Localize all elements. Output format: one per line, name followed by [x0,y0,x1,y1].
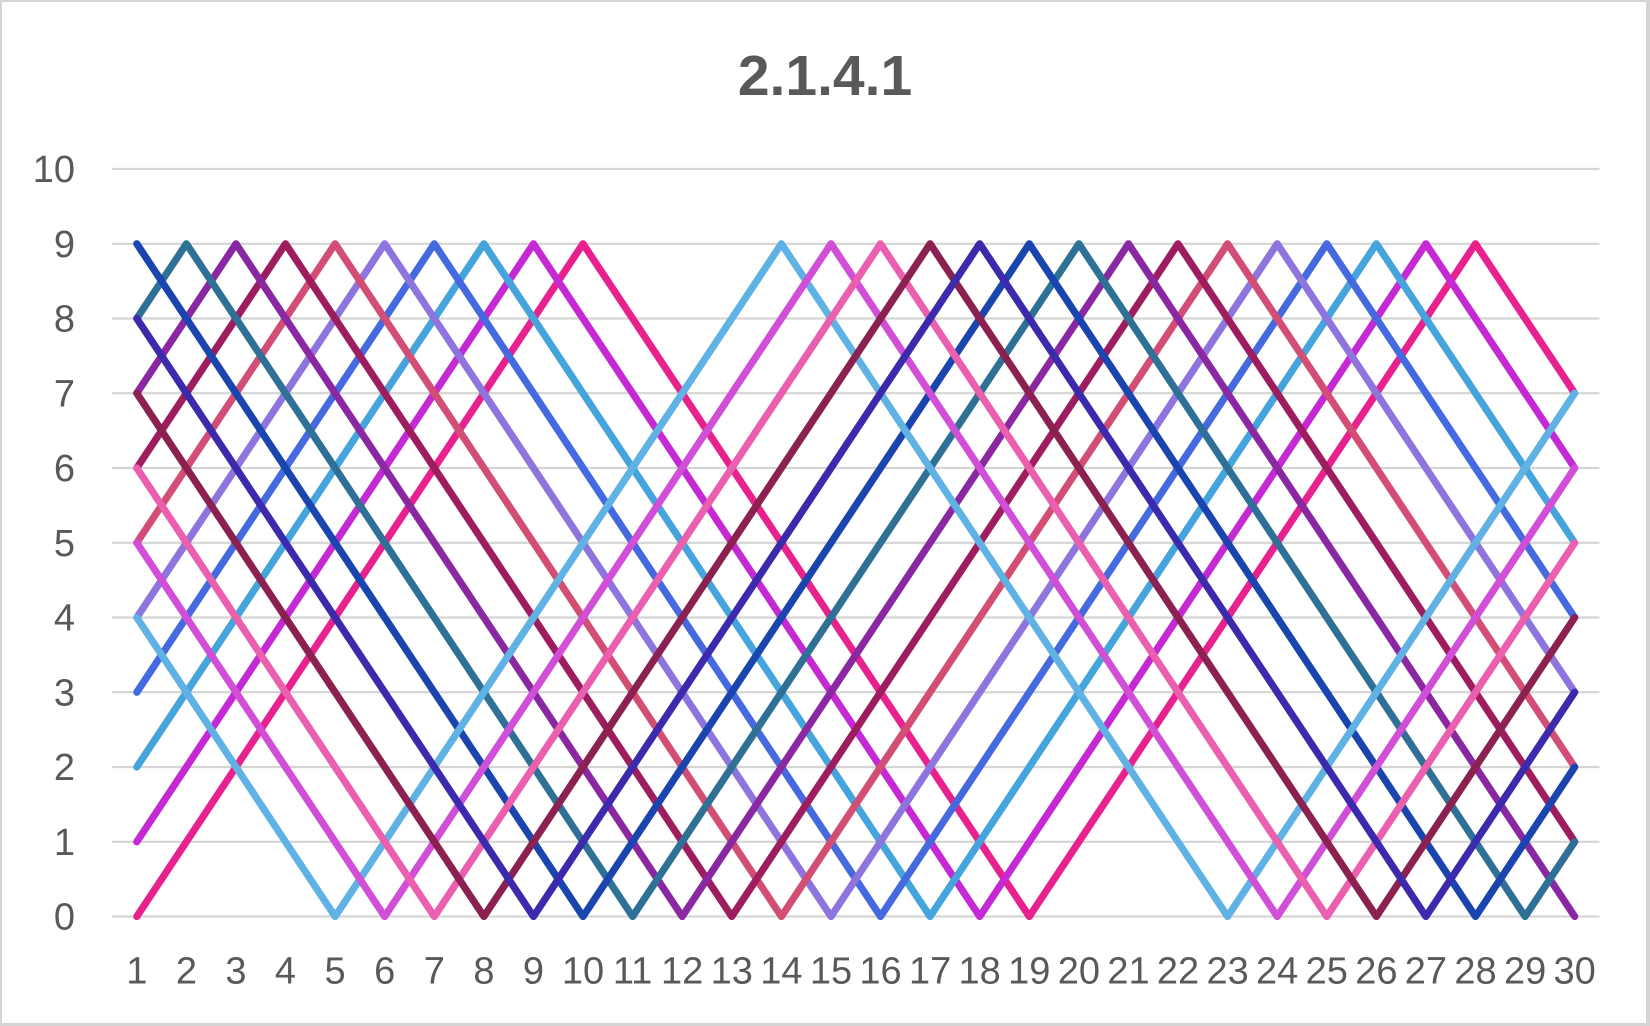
svg-text:14: 14 [760,951,802,993]
svg-text:10: 10 [562,951,604,993]
svg-text:30: 30 [1554,951,1596,993]
svg-text:6: 6 [54,448,75,490]
svg-text:1: 1 [126,951,147,993]
svg-text:2: 2 [176,951,197,993]
svg-text:16: 16 [859,951,901,993]
svg-text:13: 13 [711,951,753,993]
svg-text:3: 3 [54,672,75,714]
svg-text:3: 3 [225,951,246,993]
svg-text:7: 7 [424,951,445,993]
svg-text:2: 2 [54,747,75,789]
svg-text:5: 5 [54,523,75,565]
svg-text:24: 24 [1256,951,1298,993]
svg-text:5: 5 [325,951,346,993]
svg-text:2.1.4.1: 2.1.4.1 [738,44,912,108]
svg-text:12: 12 [661,951,703,993]
svg-text:21: 21 [1107,951,1149,993]
svg-text:27: 27 [1405,951,1447,993]
svg-text:23: 23 [1206,951,1248,993]
svg-text:6: 6 [374,951,395,993]
svg-text:26: 26 [1355,951,1397,993]
svg-text:11: 11 [613,951,652,993]
svg-text:0: 0 [54,897,75,939]
svg-text:19: 19 [1008,951,1050,993]
svg-text:9: 9 [54,224,75,266]
svg-text:8: 8 [473,951,494,993]
svg-text:8: 8 [54,299,75,341]
svg-text:9: 9 [523,951,544,993]
svg-text:4: 4 [275,951,296,993]
svg-text:17: 17 [909,951,951,993]
svg-text:29: 29 [1504,951,1546,993]
svg-text:22: 22 [1157,951,1199,993]
svg-text:10: 10 [33,149,75,191]
svg-text:4: 4 [54,598,75,640]
svg-text:28: 28 [1454,951,1496,993]
svg-text:15: 15 [810,951,852,993]
svg-text:7: 7 [54,373,75,415]
svg-text:25: 25 [1306,951,1348,993]
svg-text:18: 18 [959,951,1001,993]
svg-text:1: 1 [54,822,75,864]
svg-text:20: 20 [1058,951,1100,993]
